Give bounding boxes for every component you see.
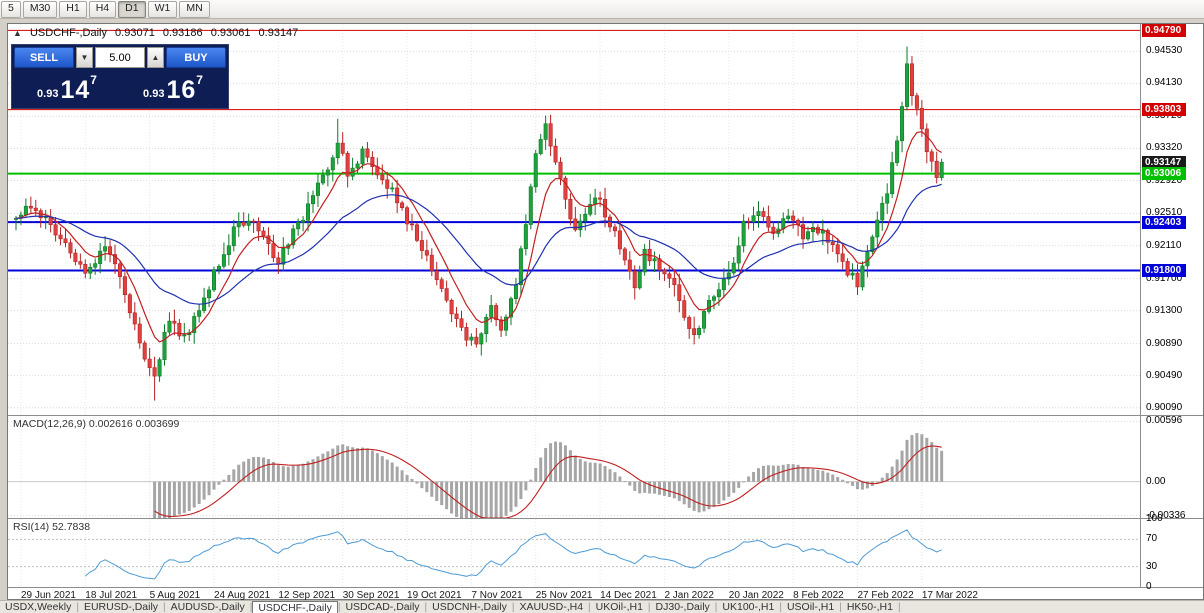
symbol-tab-eurusd-[interactable]: EURUSD-,Daily <box>83 600 159 613</box>
date-label: 30 Sep 2021 <box>342 590 400 601</box>
one-click-panel-toggle-icon[interactable]: ▲ <box>13 28 22 38</box>
price-tag: 0.94790 <box>1142 23 1186 37</box>
volume-increase-button[interactable]: ▲ <box>147 47 164 68</box>
tab-separator: | <box>897 601 901 613</box>
symbol-tab-ukoil-[interactable]: UKOil-,H1 <box>595 600 643 613</box>
date-label: 7 Nov 2021 <box>471 590 523 601</box>
chart-window: ▲ USDCHF-,Daily 0.93071 0.93186 0.93061 … <box>7 23 1204 601</box>
tab-separator: | <box>249 601 253 613</box>
chart-ohlc-header: ▲ USDCHF-,Daily 0.93071 0.93186 0.93061 … <box>13 27 303 39</box>
price-tag: 0.93147 <box>1142 155 1186 169</box>
symbol-tab-usdchf-[interactable]: USDCHF-,Daily <box>252 601 338 613</box>
symbol-tab-xauusd-[interactable]: XAUUSD-,H4 <box>519 600 584 613</box>
price-axis-label: 0.92510 <box>1146 207 1183 219</box>
rsi-indicator-label: RSI(14) 52.7838 <box>13 521 91 533</box>
tab-separator: | <box>714 601 718 613</box>
tab-separator: | <box>647 601 651 613</box>
rsi-axis-label: 30 <box>1146 560 1158 572</box>
timeframe-toolbar: 5 M30 H1 H4 D1 W1 MN <box>0 0 1204 19</box>
date-label: 20 Jan 2022 <box>728 590 784 601</box>
tab-separator: | <box>76 601 79 613</box>
ohlc-close: 0.93147 <box>258 27 299 39</box>
date-label: 25 Nov 2021 <box>535 590 593 601</box>
symbol-tab-usdcad-[interactable]: USDCAD-,Daily <box>345 600 420 613</box>
price-tag: 0.92403 <box>1142 215 1186 229</box>
rsi-axis-label: 70 <box>1146 533 1158 545</box>
timeframe-button-m30[interactable]: M30 <box>22 0 58 18</box>
price-tag: 0.93006 <box>1142 167 1186 181</box>
date-label: 8 Feb 2022 <box>793 590 844 601</box>
tab-separator: | <box>511 601 515 613</box>
tab-separator: | <box>779 601 782 613</box>
date-label: 27 Feb 2022 <box>857 590 914 601</box>
date-label: 14 Dec 2021 <box>600 590 657 601</box>
price-axis-label: 0.90490 <box>1146 369 1183 381</box>
price-axis-label: 0.90890 <box>1146 337 1183 349</box>
sell-price-big-digits: 14 <box>60 76 91 104</box>
buy-price-display[interactable]: 0.93 16 7 <box>120 70 226 106</box>
date-label: 29 Jun 2021 <box>20 590 76 601</box>
macd-axis-label: 0.00 <box>1146 475 1166 487</box>
tab-separator: | <box>839 601 842 613</box>
one-click-trade-panel: SELL ▼ ▲ BUY 0.93 14 7 0.93 16 7 <box>11 44 229 109</box>
symbol-tab-dj30-[interactable]: DJ30-,Daily <box>655 600 710 613</box>
date-label: 2 Jan 2022 <box>664 590 714 601</box>
rsi-axis-label: 100 <box>1146 513 1163 524</box>
sell-price-pip-digit: 7 <box>90 73 97 87</box>
tab-separator: | <box>588 601 591 613</box>
rsi-axis-label: 0 <box>1146 581 1152 592</box>
sell-price-prefix: 0.93 <box>37 88 59 100</box>
volume-input[interactable] <box>95 47 145 68</box>
symbol-tab-hk50-[interactable]: HK50-,H1 <box>846 600 893 613</box>
macd-axis-label: 0.00596 <box>1146 415 1183 427</box>
timeframe-button-h4[interactable]: H4 <box>88 0 117 18</box>
sell-price-display[interactable]: 0.93 14 7 <box>14 70 120 106</box>
ohlc-low: 0.93061 <box>210 27 251 39</box>
price-axis-label: 0.92110 <box>1146 239 1182 251</box>
price-tag: 0.91800 <box>1142 263 1186 277</box>
date-label: 19 Oct 2021 <box>407 590 462 601</box>
price-axis-label: 0.94130 <box>1146 77 1183 89</box>
price-axis-label: 0.91300 <box>1146 304 1183 316</box>
symbol-tab-uk100-[interactable]: UK100-,H1 <box>722 600 775 613</box>
candles <box>14 46 944 401</box>
price-axis-label: 0.94530 <box>1146 45 1183 57</box>
timeframe-button-h1[interactable]: H1 <box>59 0 87 18</box>
macd-indicator-label: MACD(12,26,9) 0.002616 0.003699 <box>13 418 180 430</box>
tab-separator: | <box>337 601 341 613</box>
timeframe-button-w1[interactable]: W1 <box>147 0 178 18</box>
symbol-tab-audusd-[interactable]: AUDUSD-,Daily <box>170 600 245 613</box>
price-axis-label: 0.90090 <box>1146 401 1183 413</box>
symbol-tabbar: USDX,Weekly | EURUSD-,Daily | AUDUSD-,Daily |… <box>0 600 1204 613</box>
tab-separator: | <box>424 601 428 613</box>
ohlc-high: 0.93186 <box>162 27 203 39</box>
macd-axis-label: -0.00336 <box>1146 509 1186 521</box>
ohlc-open: 0.93071 <box>115 27 155 39</box>
date-label: 24 Aug 2021 <box>214 590 271 601</box>
symbol-tab-usdcnh-[interactable]: USDCNH-,Daily <box>432 600 507 613</box>
price-chart[interactable] <box>8 24 1203 599</box>
chart-symbol-title: USDCHF-,Daily <box>29 27 107 39</box>
timeframe-button-d1[interactable]: D1 <box>118 0 146 18</box>
timeframe-button-mn[interactable]: MN <box>179 0 210 18</box>
tab-separator: | <box>163 601 166 613</box>
buy-price-prefix: 0.93 <box>143 88 165 100</box>
buy-price-big-digits: 16 <box>166 76 197 104</box>
symbol-tab-usdx[interactable]: USDX,Weekly <box>5 600 72 613</box>
buy-button[interactable]: BUY <box>166 47 226 68</box>
symbol-tab-usoil-[interactable]: USOil-,H1 <box>786 600 835 613</box>
price-axis-label: 0.91700 <box>1146 272 1183 284</box>
volume-decrease-button[interactable]: ▼ <box>76 47 93 68</box>
date-label: 5 Aug 2021 <box>149 590 201 601</box>
price-tag: 0.93803 <box>1142 103 1186 117</box>
sell-button[interactable]: SELL <box>14 47 74 68</box>
price-axis-label: 0.93320 <box>1146 142 1183 154</box>
date-label: 18 Jul 2021 <box>85 590 138 601</box>
date-label: 12 Sep 2021 <box>278 590 336 601</box>
buy-price-pip-digit: 7 <box>196 73 203 87</box>
timeframe-button-5[interactable]: 5 <box>1 0 21 18</box>
date-label: 17 Mar 2022 <box>921 590 978 601</box>
